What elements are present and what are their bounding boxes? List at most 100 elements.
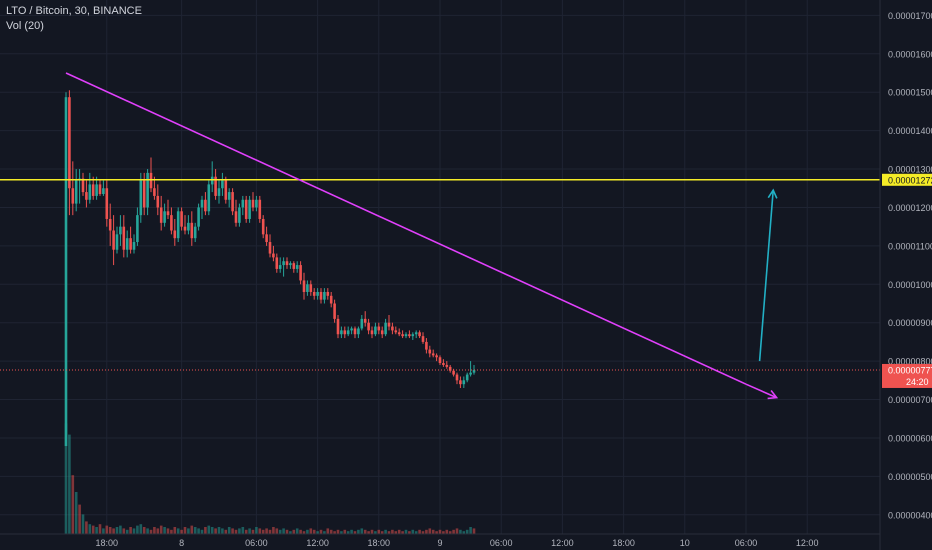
- volume-bar: [98, 524, 102, 534]
- volume-bar: [227, 527, 231, 534]
- candle-body: [190, 222, 194, 239]
- candle-body: [234, 211, 238, 223]
- candle-body: [170, 215, 173, 231]
- time-tick-label: 06:00: [490, 538, 513, 548]
- down-arrow: [745, 383, 777, 399]
- price-tick-label: 0.00001100: [888, 241, 932, 251]
- drawings[interactable]: [0, 72, 880, 400]
- candle-body: [156, 195, 160, 208]
- price-tick-label: 0.00000600: [888, 433, 932, 443]
- candle-body: [68, 97, 71, 189]
- volume-bar: [122, 528, 126, 534]
- candle-body: [105, 188, 109, 219]
- volume-bar: [234, 529, 238, 534]
- candle-body: [197, 207, 200, 227]
- volume-bar: [163, 527, 166, 534]
- candle-body: [326, 291, 330, 296]
- candle-body: [425, 341, 428, 350]
- candle-body: [183, 226, 187, 231]
- candle-body: [414, 332, 418, 335]
- candle-body: [85, 192, 88, 200]
- candle-body: [469, 372, 472, 375]
- candle-body: [472, 369, 476, 373]
- candle-body: [88, 184, 92, 200]
- volume-bar: [214, 528, 217, 534]
- volume-bar: [309, 528, 313, 534]
- candle-body: [193, 226, 197, 239]
- symbol-title[interactable]: LTO / Bitcoin, 30, BINANCE: [6, 5, 142, 17]
- candle-body: [336, 318, 340, 335]
- volume-bar: [306, 529, 309, 534]
- volume-bar: [217, 527, 221, 534]
- time-tick-label: 18:00: [612, 538, 635, 548]
- volume-bar: [302, 531, 306, 534]
- price-axis[interactable]: 0.00000400 0.00000500 0.00000600 0.00000700…: [879, 0, 932, 550]
- volume-bar: [241, 527, 245, 534]
- candle-body: [404, 334, 408, 337]
- volume-bar: [360, 528, 364, 534]
- candle-body: [71, 188, 75, 204]
- price-tick-label: 0.00001500: [888, 88, 932, 98]
- volume-bar: [292, 529, 296, 534]
- volume-bar: [401, 531, 404, 534]
- candle-body: [98, 184, 102, 195]
- candle-body: [180, 211, 183, 227]
- candle-body: [64, 97, 68, 447]
- volume-bar: [159, 525, 163, 534]
- candle-body: [346, 330, 350, 335]
- candle-body: [153, 188, 156, 196]
- volume-bar: [180, 529, 183, 534]
- candle-body: [421, 336, 425, 342]
- time-axis[interactable]: 18:00 8 06:00 12:00 18:00 9 06:00 12:00 18:00 10 0…: [0, 533, 880, 548]
- candle-body: [387, 322, 391, 327]
- price-tick-label: 0.00000800: [888, 357, 932, 367]
- volume-bar: [261, 529, 265, 534]
- volume-bar: [176, 528, 180, 534]
- volume-bar: [282, 528, 285, 534]
- candle-body: [258, 199, 262, 219]
- volume-bar: [132, 528, 136, 534]
- time-tick-label: 12:00: [306, 538, 329, 548]
- candle-body: [166, 211, 170, 216]
- volume-bar: [146, 528, 149, 534]
- volume-bar: [68, 434, 71, 534]
- candle-body: [221, 180, 224, 189]
- candle-body: [282, 261, 285, 266]
- resistance-price-label: 0.00001272: [888, 175, 932, 185]
- volume-bar: [408, 531, 411, 534]
- candle-body: [302, 280, 306, 292]
- volume-bar: [115, 527, 119, 534]
- candle-body: [163, 211, 166, 223]
- candle-body: [435, 355, 438, 358]
- candle-body: [255, 199, 258, 208]
- volume-bar: [142, 527, 146, 534]
- candle-body: [316, 291, 319, 296]
- candle-body: [319, 291, 323, 300]
- candle-body: [91, 184, 95, 196]
- volume-bar: [435, 531, 438, 534]
- volume-bar: [319, 529, 323, 534]
- candle-body: [306, 284, 309, 292]
- candle-body: [394, 330, 398, 333]
- candle-body: [448, 366, 452, 371]
- volume-bar: [387, 531, 391, 534]
- bar-countdown-label: 24:20: [906, 377, 929, 387]
- volume-bar: [452, 529, 455, 534]
- price-tick-label: 0.00000700: [888, 395, 932, 405]
- volume-bar: [95, 527, 98, 534]
- candle-body: [244, 199, 248, 219]
- candle-body: [397, 332, 401, 335]
- volume-bar: [136, 525, 139, 534]
- volume-bar: [357, 529, 360, 534]
- candle-body: [367, 322, 370, 331]
- volume-indicator-label[interactable]: Vol (20): [6, 20, 44, 32]
- candle-body: [176, 211, 180, 239]
- candle-body: [132, 242, 136, 250]
- volume-bar: [224, 529, 228, 534]
- candle-body: [268, 242, 272, 254]
- volume-bar: [139, 524, 143, 534]
- volume-bar: [221, 528, 224, 534]
- volume-bar: [336, 529, 340, 534]
